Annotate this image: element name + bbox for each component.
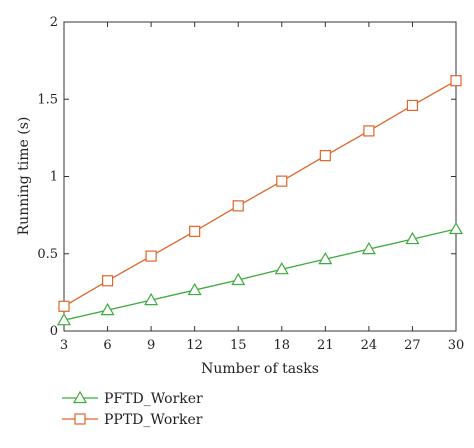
- x-tick-label: 15: [230, 338, 247, 353]
- legend-label: PFTD_Worker: [104, 391, 203, 407]
- x-tick-label: 12: [186, 338, 203, 353]
- y-tick-label: 1: [50, 170, 58, 185]
- data-point: [231, 272, 246, 286]
- data-point: [101, 275, 114, 287]
- legend-marker: [74, 413, 86, 425]
- series-line: [63, 80, 457, 307]
- legend-item: PPTD_Worker: [62, 412, 203, 428]
- x-tick-label: 18: [274, 338, 291, 353]
- legend-marker: [72, 390, 88, 404]
- plot-frame: [63, 21, 457, 332]
- y-tick-label: 1.5: [37, 92, 58, 107]
- data-point: [144, 292, 159, 306]
- data-point: [100, 302, 115, 316]
- data-point: [405, 231, 420, 245]
- x-axis-label: Number of tasks: [201, 361, 319, 377]
- data-point: [319, 150, 331, 162]
- x-tick-label: 24: [361, 338, 378, 353]
- y-tick-label: 2: [50, 15, 58, 30]
- data-point: [406, 99, 419, 112]
- data-point: [56, 312, 72, 326]
- data-point: [232, 200, 244, 212]
- data-point: [145, 250, 157, 262]
- y-axis-label: Running time (s): [16, 117, 32, 236]
- series-pptd-worker: [58, 75, 462, 312]
- data-point: [276, 175, 288, 187]
- legend: PFTD_Worker PPTD_Worker: [62, 390, 203, 428]
- series-layer: [56, 75, 464, 326]
- data-point: [448, 221, 464, 235]
- y-axis: 0 0.5 1 1.5 2: [37, 15, 456, 339]
- data-point: [361, 241, 376, 255]
- x-tick-label: 3: [60, 338, 68, 353]
- y-tick-label: 0: [50, 324, 58, 339]
- legend-item: PFTD_Worker: [62, 390, 203, 407]
- data-point: [187, 282, 202, 296]
- data-point: [274, 261, 289, 275]
- series-pftd-worker: [56, 221, 464, 326]
- data-point: [318, 251, 333, 265]
- x-tick-label: 9: [147, 338, 155, 353]
- x-tick-label: 6: [103, 338, 111, 353]
- y-tick-label: 0.5: [37, 247, 58, 262]
- x-tick-label: 21: [317, 338, 334, 353]
- x-tick-label: 30: [448, 338, 465, 353]
- data-point: [363, 125, 375, 137]
- x-tick-label: 27: [404, 338, 421, 353]
- data-point: [58, 300, 70, 312]
- data-point: [450, 75, 462, 87]
- legend-label: PPTD_Worker: [104, 412, 203, 428]
- series-line: [63, 228, 457, 321]
- data-point: [189, 225, 201, 237]
- x-axis: 3 6 9 12 15 18 21 24 27 30: [60, 22, 464, 353]
